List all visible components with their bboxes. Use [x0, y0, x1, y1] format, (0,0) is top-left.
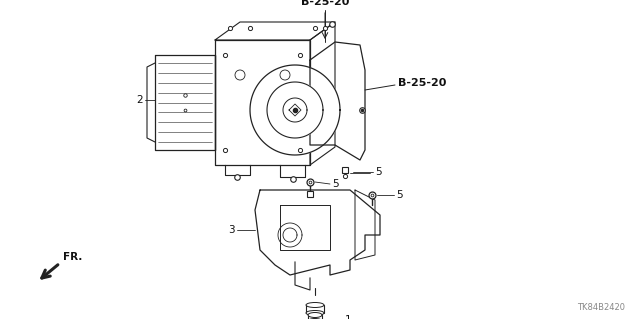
Polygon shape: [215, 22, 335, 40]
Text: TK84B2420: TK84B2420: [577, 303, 625, 312]
Polygon shape: [215, 40, 310, 165]
Polygon shape: [355, 190, 375, 260]
Circle shape: [235, 70, 245, 80]
Polygon shape: [283, 228, 297, 242]
Polygon shape: [310, 42, 365, 160]
Text: 1: 1: [345, 315, 351, 319]
Polygon shape: [267, 82, 323, 138]
Text: FR.: FR.: [63, 252, 83, 262]
Bar: [306, 305, 324, 313]
Bar: [308, 315, 322, 319]
Text: 5: 5: [332, 179, 339, 189]
Polygon shape: [278, 223, 302, 247]
Text: 5: 5: [396, 190, 403, 200]
Polygon shape: [283, 98, 307, 122]
Text: B-25-20: B-25-20: [301, 0, 349, 7]
Ellipse shape: [308, 313, 322, 317]
Circle shape: [280, 70, 290, 80]
Polygon shape: [250, 65, 340, 155]
Text: 3: 3: [228, 225, 235, 235]
Text: 2: 2: [136, 95, 143, 105]
Text: B-25-20: B-25-20: [398, 78, 446, 88]
Polygon shape: [310, 22, 335, 165]
Ellipse shape: [306, 302, 324, 308]
Text: 5: 5: [375, 167, 381, 177]
Polygon shape: [280, 205, 330, 250]
Ellipse shape: [306, 310, 324, 315]
Polygon shape: [155, 55, 215, 150]
Ellipse shape: [308, 318, 322, 319]
Polygon shape: [255, 190, 380, 275]
